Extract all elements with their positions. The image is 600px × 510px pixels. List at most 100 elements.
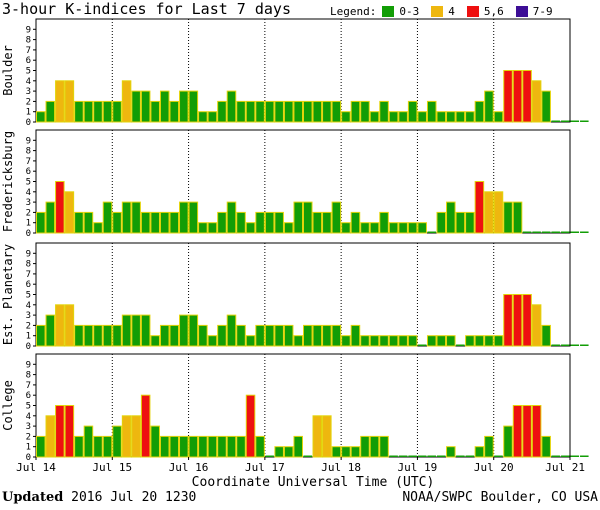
- fredericksburg-bar: [369, 222, 380, 234]
- college-ytick-label: 2: [26, 432, 31, 442]
- fredericksburg-bar: [83, 211, 94, 234]
- college-bar: [551, 455, 560, 457]
- college-bar: [36, 435, 46, 458]
- boulder-bar: [121, 80, 132, 123]
- legend-swatch-4: [431, 5, 444, 17]
- x-axis-label: Coordinate Universal Time (UTC): [192, 475, 435, 490]
- est-planetary-bar: [179, 314, 189, 347]
- college-bar: [522, 405, 532, 458]
- fredericksburg-bar: [551, 231, 560, 233]
- est-planetary-bar: [570, 344, 580, 346]
- est-planetary-bar: [131, 314, 141, 347]
- college-bar: [236, 435, 246, 458]
- boulder-bar: [169, 100, 180, 123]
- est-planetary-bar: [245, 335, 256, 347]
- est-planetary-bar: [484, 335, 494, 347]
- fredericksburg-bar: [226, 201, 237, 234]
- college-bar: [45, 415, 56, 458]
- source-credit: NOAA/SWPC Boulder, CO USA: [402, 490, 598, 505]
- est-planetary-ytick-label: 1: [26, 332, 31, 342]
- fredericksburg-bar: [560, 231, 570, 233]
- college-bar: [274, 446, 284, 458]
- college-bar: [503, 425, 513, 458]
- college-bar: [293, 435, 304, 458]
- college-bar: [55, 405, 65, 458]
- est-planetary-bar: [236, 324, 246, 347]
- est-planetary-ytick-label: 8: [26, 260, 31, 270]
- boulder-ytick-label: 2: [26, 97, 31, 107]
- college-bar: [560, 455, 570, 457]
- est-planetary-bar: [121, 314, 132, 347]
- college-ytick-label: 7: [26, 381, 31, 391]
- est-planetary-ytick-label: 7: [26, 270, 31, 280]
- fredericksburg-ytick-label: 6: [26, 167, 31, 177]
- college-bar: [474, 446, 485, 458]
- fredericksburg-bar: [522, 231, 532, 233]
- est-planetary-bar: [36, 324, 46, 347]
- xtick-label: Jul 16: [169, 461, 209, 474]
- college-bar: [465, 455, 475, 457]
- est-planetary-bar: [226, 314, 237, 347]
- est-planetary-bar: [45, 314, 56, 347]
- est-planetary-bar: [159, 324, 170, 347]
- fredericksburg-bar: [570, 231, 580, 233]
- est-planetary-bar: [522, 294, 532, 347]
- college-ytick-label: 3: [26, 422, 31, 432]
- fredericksburg-bar: [341, 222, 351, 234]
- college-bar: [427, 455, 436, 457]
- college-bar: [322, 415, 332, 458]
- boulder-bar: [93, 100, 103, 123]
- est-planetary-bar: [436, 335, 447, 347]
- college-bar: [437, 455, 446, 457]
- college-bar: [207, 435, 218, 458]
- boulder-bar: [217, 100, 227, 123]
- boulder-bar: [102, 100, 113, 123]
- fredericksburg-bar: [169, 211, 180, 234]
- college-bar: [255, 435, 265, 458]
- boulder-bar: [398, 111, 408, 123]
- fredericksburg-bar: [446, 201, 456, 234]
- college-bar: [417, 455, 427, 457]
- est-planetary-bar: [398, 335, 408, 347]
- legend-label-0-3: 0-3: [399, 4, 420, 18]
- fredericksburg-bar: [360, 222, 370, 234]
- college-bar: [112, 425, 122, 458]
- est-planetary-bar: [207, 335, 218, 347]
- fredericksburg-ytick-label: 2: [26, 208, 31, 218]
- fredericksburg-ytick-label: 4: [26, 188, 31, 198]
- est-planetary-bar: [188, 314, 199, 347]
- est-planetary-bar: [217, 324, 227, 347]
- boulder-bar: [226, 90, 237, 123]
- est-planetary-bar: [274, 324, 284, 347]
- college-bar: [245, 394, 256, 458]
- fredericksburg-bar: [503, 201, 513, 234]
- boulder-ytick-label: 5: [26, 67, 31, 77]
- est-planetary-bar: [531, 304, 542, 347]
- boulder-bar: [283, 100, 294, 123]
- boulder-bar: [388, 111, 399, 123]
- college-bar: [226, 435, 237, 458]
- fredericksburg-bar: [245, 222, 256, 234]
- college-bar: [198, 435, 208, 458]
- est-planetary-bar: [74, 324, 84, 347]
- boulder-bar: [36, 111, 46, 123]
- boulder-bar: [455, 111, 466, 123]
- boulder-bar: [188, 90, 199, 123]
- fredericksburg-ytick-label: 0: [26, 229, 31, 239]
- est-planetary-bar: [83, 324, 94, 347]
- fredericksburg-bar: [427, 231, 436, 233]
- fredericksburg-bar: [150, 211, 160, 234]
- college-bar: [121, 415, 132, 458]
- boulder-bar: [446, 111, 456, 123]
- est-planetary-bar: [360, 335, 370, 347]
- boulder-bar: [45, 100, 56, 123]
- boulder-bar: [159, 90, 170, 123]
- college-bar: [102, 435, 113, 458]
- fredericksburg-bar: [532, 231, 541, 233]
- fredericksburg-ytick-label: 7: [26, 157, 31, 167]
- fredericksburg-bar: [407, 222, 418, 234]
- boulder-ytick-label: 0: [26, 118, 31, 128]
- college-bar: [408, 455, 417, 457]
- est-planetary-bar: [493, 335, 504, 347]
- est-planetary-ytick-label: 0: [26, 342, 31, 352]
